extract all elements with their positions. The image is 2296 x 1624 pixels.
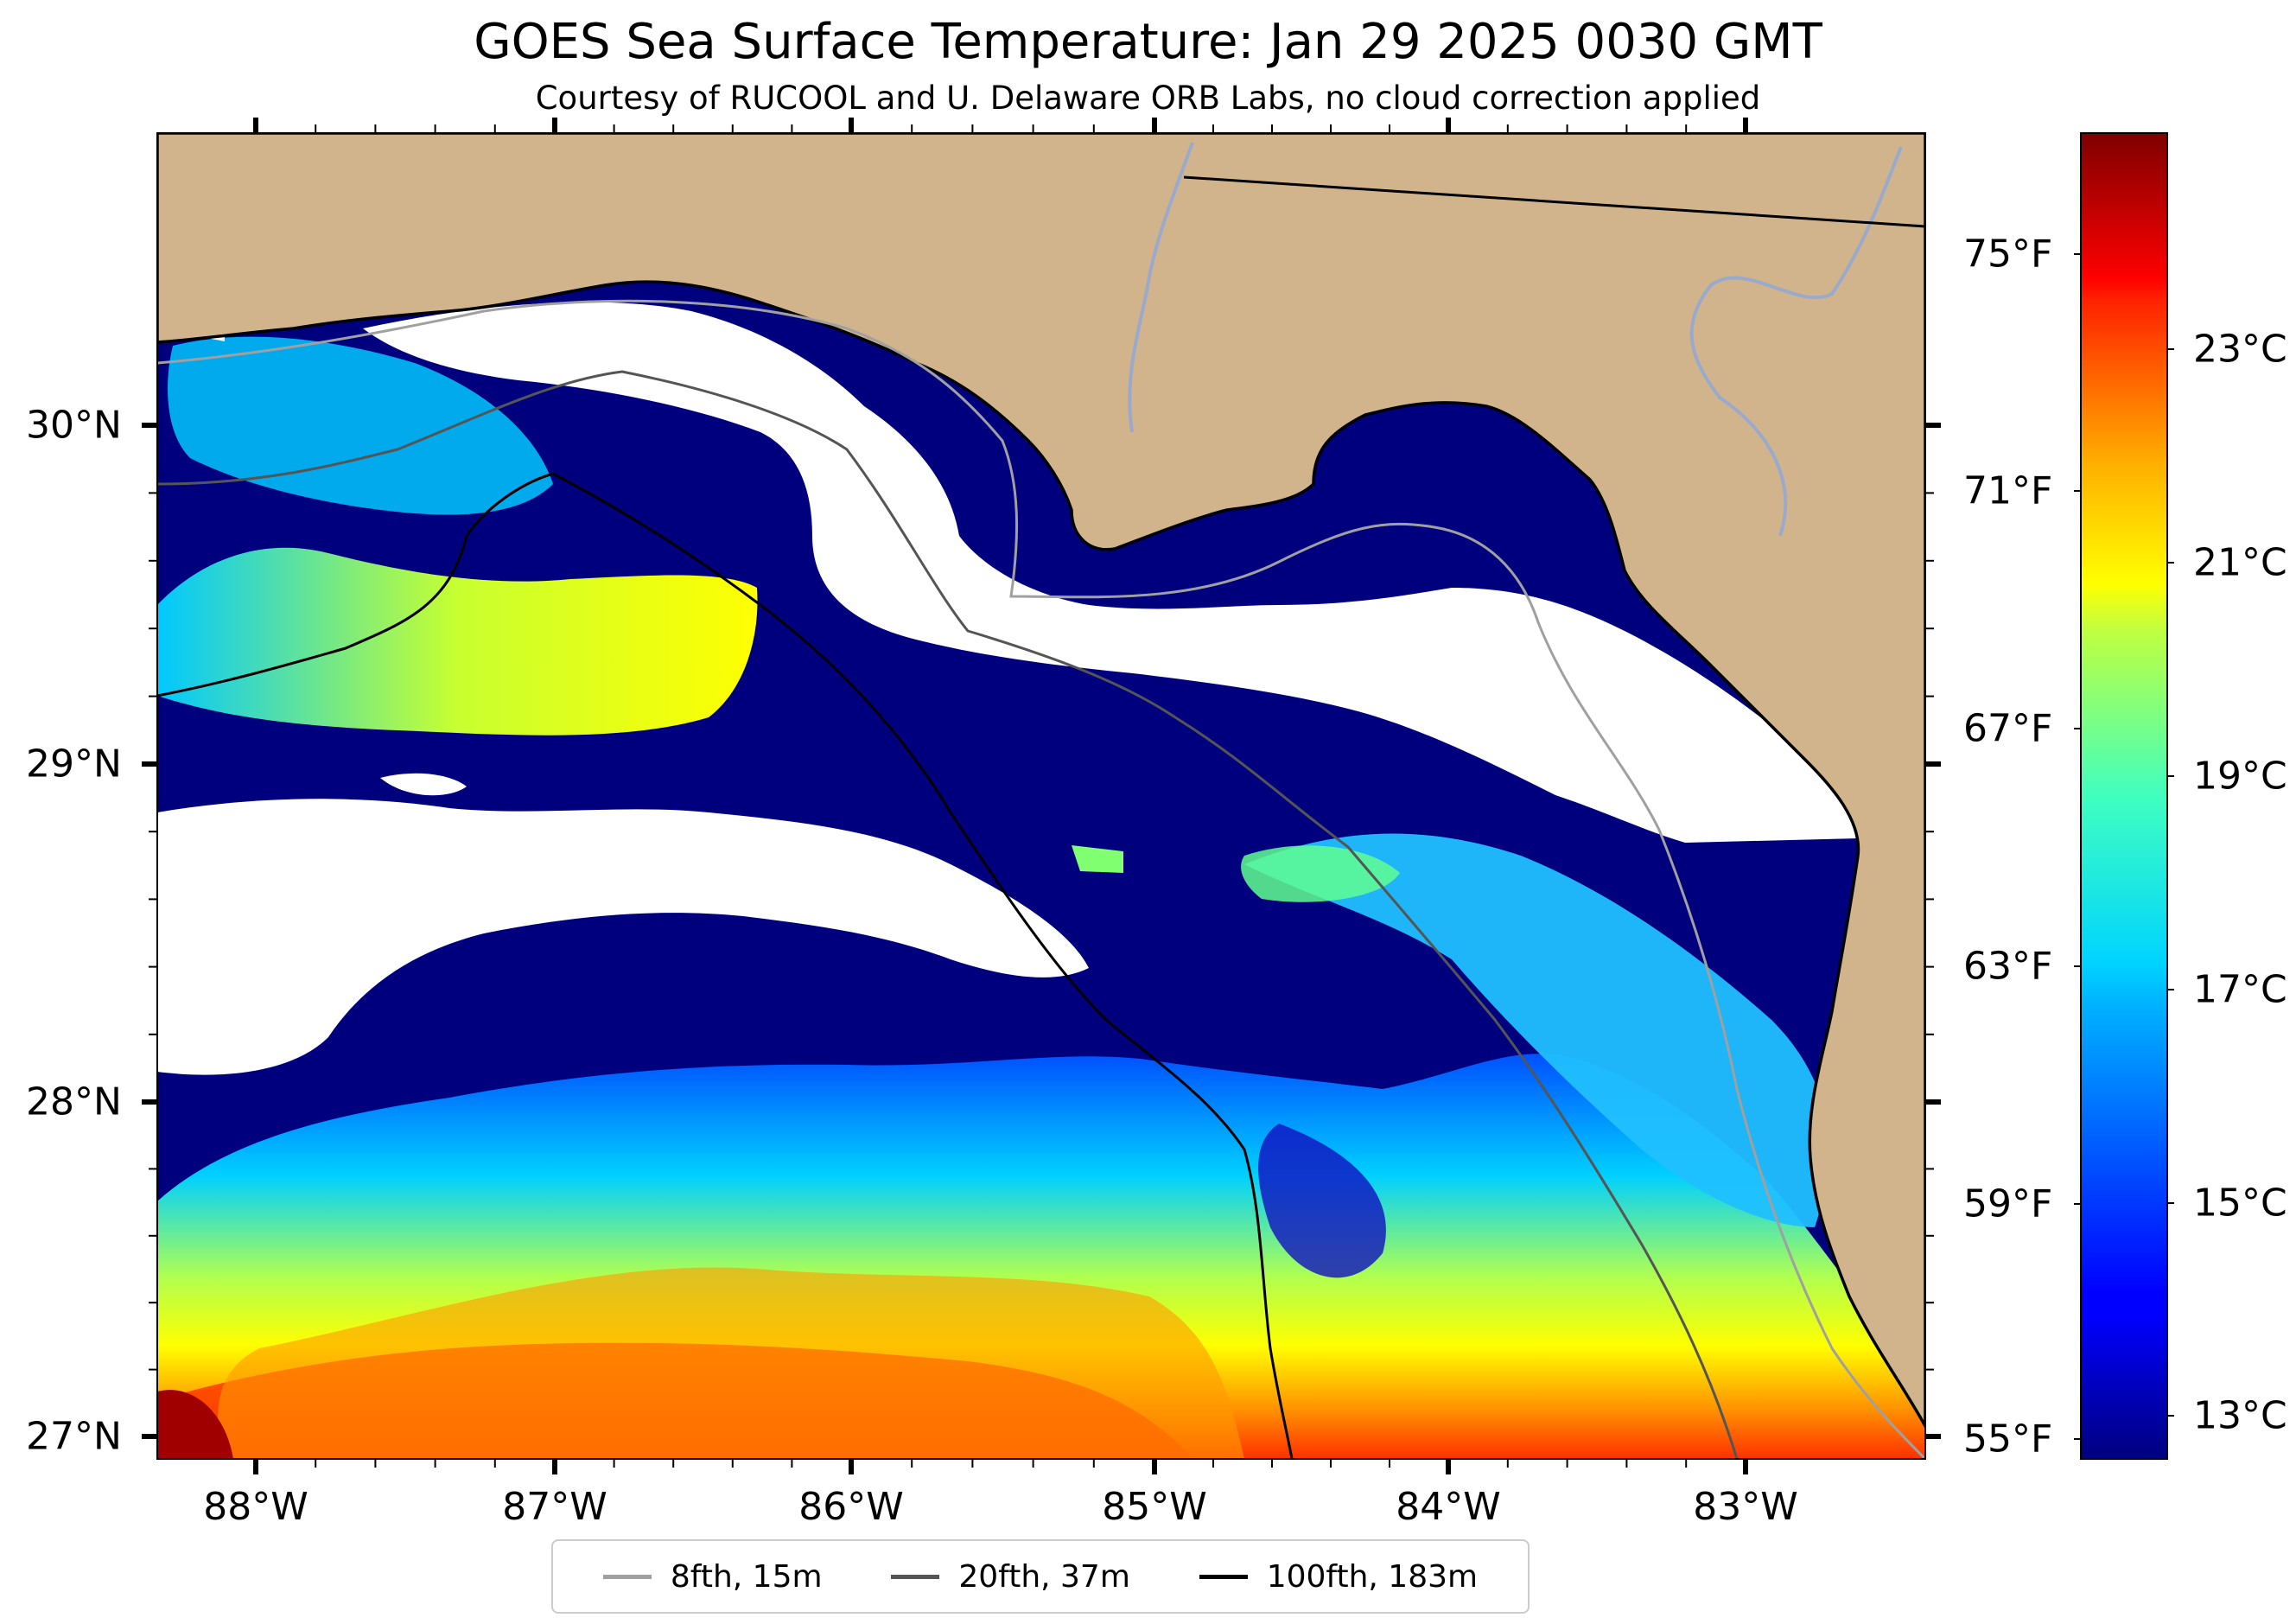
nearshore-dark-water [1345, 444, 1573, 519]
legend-label: 100fth, 183m [1266, 1558, 1479, 1595]
cloud-patch [380, 773, 467, 796]
legend-label: 8fth, 15m [670, 1558, 823, 1595]
land-mass [157, 133, 1925, 1430]
lat-label: 30°N [26, 403, 122, 448]
fahrenheit-label: 59°F [1963, 1181, 2053, 1226]
lat-label: 29°N [26, 742, 122, 787]
celsius-label: 15°C [2193, 1181, 2287, 1226]
celsius-label: 23°C [2193, 327, 2287, 372]
big-bend-warm-water [1244, 833, 1829, 1227]
legend-line-8fth [602, 1574, 652, 1579]
celsius-label: 13°C [2193, 1393, 2287, 1438]
isobath-100fth [157, 472, 1294, 1459]
legend-entry-8fth: 8fth, 15m [602, 1558, 823, 1595]
southwest-cloud-band [157, 799, 1089, 1075]
lon-label: 83°W [1693, 1485, 1798, 1529]
legend-line-100fth [1199, 1574, 1248, 1579]
map-body [157, 133, 1925, 1459]
legend-entry-100fth: 100fth, 183m [1199, 1559, 1478, 1595]
river [1689, 146, 1903, 537]
northwest-cyan-water [168, 336, 554, 515]
legend-entry-20fth: 20fth, 37m [891, 1559, 1130, 1595]
cloud-patch [518, 895, 564, 918]
chart-title: GOES Sea Surface Temperature: Jan 29 202… [474, 14, 1822, 70]
lat-label: 27°N [26, 1414, 122, 1459]
colorbar-ticks [2074, 253, 2174, 1440]
coastal-cloud [363, 302, 1858, 843]
isobath-20fth [157, 370, 1739, 1459]
lon-label: 85°W [1102, 1485, 1207, 1529]
legend-label: 20fth, 37m [958, 1558, 1130, 1595]
fahrenheit-label: 67°F [1963, 706, 2053, 751]
fahrenheit-label: 71°F [1963, 468, 2053, 513]
celsius-label: 19°C [2193, 754, 2287, 799]
chart-subtitle: Courtesy of RUCOOL and U. Delaware ORB L… [535, 80, 1761, 117]
fahrenheit-label: 55°F [1963, 1417, 2053, 1462]
river [1128, 142, 1194, 433]
lon-label: 87°W [502, 1485, 607, 1529]
hot-red-corner [157, 1390, 233, 1459]
southern-orange-band [218, 1267, 1244, 1459]
map-frame [156, 132, 1926, 1460]
state-border [1183, 175, 1925, 228]
isobath-8fth [157, 299, 1925, 1459]
fahrenheit-label: 63°F [1963, 944, 2053, 989]
cloud-patch [302, 859, 341, 877]
lat-label: 28°N [26, 1079, 122, 1124]
celsius-label: 17°C [2193, 967, 2287, 1012]
northwest-warm-water [157, 547, 758, 736]
legend-line-20fth [891, 1574, 940, 1579]
fahrenheit-label: 75°F [1963, 232, 2053, 277]
map-ticks [142, 118, 1941, 1474]
lon-label: 84°W [1396, 1485, 1501, 1529]
celsius-label: 21°C [2193, 540, 2287, 585]
lon-label: 86°W [798, 1485, 904, 1529]
southern-dark-pocket [1258, 1124, 1386, 1278]
isobath-legend: 8fth, 15m 20fth, 37m 100fth, 183m [551, 1539, 1530, 1614]
lon-label: 88°W [203, 1485, 308, 1529]
small-green-patch [1072, 845, 1123, 873]
colorbar [2080, 132, 2168, 1460]
